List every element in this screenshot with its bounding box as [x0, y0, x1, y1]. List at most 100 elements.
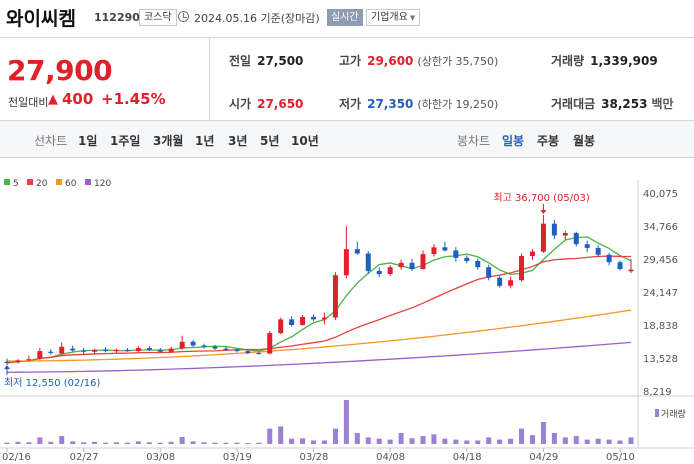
period-monthly[interactable]: 월봉: [573, 134, 596, 148]
candle-body: [245, 351, 251, 353]
volume-bar: [540, 422, 546, 444]
market-badge: 코스닥: [139, 9, 177, 26]
period-3y[interactable]: 3년: [228, 134, 248, 148]
legend-swatch: [27, 179, 33, 185]
chart-toolbar: 선차트 1일 1주일 3개월 1년 3년 5년 10년 봉차트 일봉 주봉 월봉: [0, 121, 694, 158]
x-tick-label: 05/10: [606, 452, 635, 463]
period-1d[interactable]: 1일: [78, 134, 98, 148]
candle-body: [311, 316, 317, 320]
volume-bar: [15, 441, 21, 444]
period-daily[interactable]: 일봉: [502, 134, 525, 148]
candle-body: [256, 352, 262, 354]
candle-chart-label: 봉차트: [457, 134, 491, 148]
y-tick-label: 8,219: [643, 387, 672, 398]
volume-bar: [486, 437, 492, 444]
stat-unit: 백만: [651, 97, 674, 111]
volume-bar: [278, 426, 284, 444]
clock-icon: [178, 11, 189, 22]
candle-body: [431, 247, 437, 255]
candle-body: [332, 275, 338, 318]
candle-body: [113, 349, 119, 352]
period-1w[interactable]: 1주일: [110, 134, 141, 148]
candle-body: [179, 341, 185, 349]
change-label: 전일대비: [8, 96, 49, 109]
candle-body: [37, 351, 43, 359]
candle-body: [234, 349, 240, 352]
candle-body: [343, 249, 349, 276]
candle-body: [26, 359, 32, 361]
volume-bar: [311, 440, 317, 444]
stat-value: 27,350: [367, 97, 414, 111]
candle-body: [168, 348, 174, 352]
stat-value: 29,600: [367, 54, 414, 68]
min-arrow-head: [4, 365, 10, 370]
period-5y[interactable]: 5년: [260, 134, 280, 148]
volume-bar: [234, 442, 240, 444]
ma120-line: [6, 341, 632, 373]
candle-body: [540, 223, 546, 252]
x-tick-label: 04/18: [453, 452, 482, 463]
candle-body: [59, 346, 65, 354]
legend-label: 120: [94, 179, 111, 189]
candle-body: [146, 347, 152, 350]
stat-label: 시가: [229, 97, 252, 111]
stock-header: 와이씨켐 112290 코스닥 2024.05.16 기준(장마감) 실시간 기…: [0, 0, 694, 38]
stock-code: 112290: [94, 11, 140, 24]
candle-body: [135, 347, 141, 352]
volume-bar: [584, 439, 590, 444]
volume-bar: [376, 438, 382, 444]
candle-body: [300, 316, 306, 325]
current-price: 27,900: [7, 54, 113, 87]
period-weekly[interactable]: 주봉: [537, 134, 560, 148]
candle-body: [81, 350, 87, 352]
candle-body: [453, 250, 459, 258]
candle-body: [289, 319, 295, 325]
realtime-button[interactable]: 실시간: [327, 9, 363, 26]
stat-amount: 거래대금 38,253 백만: [551, 95, 674, 112]
x-tick-label: 02/27: [70, 452, 99, 463]
stat-label: 전일: [229, 54, 252, 68]
volume-bar: [289, 438, 295, 444]
x-tick-label: 03/28: [300, 452, 329, 463]
volume-legend-label: 거래량: [661, 408, 686, 420]
stat-label: 거래대금: [551, 97, 596, 111]
candle-body: [475, 260, 481, 268]
price-panel: 27,900 전일대비 ▲ 400 +1.45% 전일 27,500 고가 29,6…: [0, 38, 694, 121]
volume-bar: [628, 437, 634, 444]
period-1y[interactable]: 1년: [195, 134, 215, 148]
volume-bar: [267, 428, 273, 444]
legend-label: 5: [13, 179, 19, 189]
volume-bar: [508, 438, 514, 444]
volume-bar: [529, 435, 535, 444]
volume-bar: [4, 442, 10, 444]
volume-bar: [573, 436, 579, 444]
period-3m[interactable]: 3개월: [153, 134, 184, 148]
stat-low: 저가 27,350 (하한가 19,250): [339, 95, 498, 112]
volume-bar: [595, 438, 601, 444]
stat-value: 27,650: [257, 97, 304, 111]
volume-bar: [398, 433, 404, 444]
period-10y[interactable]: 10년: [291, 134, 319, 148]
candle-body: [376, 270, 382, 275]
stat-sub: (하한가 19,250): [417, 98, 499, 111]
volume-bar: [497, 439, 503, 444]
base-date: 2024.05.16 기준(장마감): [194, 12, 320, 25]
candle-body: [497, 277, 503, 286]
volume-bar: [212, 442, 218, 444]
y-tick-label: 18,838: [643, 321, 678, 332]
candle-body: [398, 262, 404, 268]
legend-label: 60: [65, 179, 77, 189]
volume-bar: [606, 439, 612, 444]
volume-bar: [223, 442, 229, 444]
x-tick-label: 04/08: [376, 452, 405, 463]
stock-chart[interactable]: 5 20 60 120 40,075 34,766 29,456 24,147 18,838 13…: [0, 158, 694, 464]
x-tick-label: 03/19: [223, 452, 252, 463]
volume-bar: [475, 440, 481, 444]
company-overview-button[interactable]: 기업개요 ▼: [366, 9, 421, 26]
candle-body: [48, 351, 54, 353]
candle-body: [212, 346, 218, 349]
volume-bar: [81, 442, 87, 444]
change-value: 400: [62, 90, 94, 108]
candle-body: [365, 253, 371, 271]
candle-body: [223, 348, 229, 350]
